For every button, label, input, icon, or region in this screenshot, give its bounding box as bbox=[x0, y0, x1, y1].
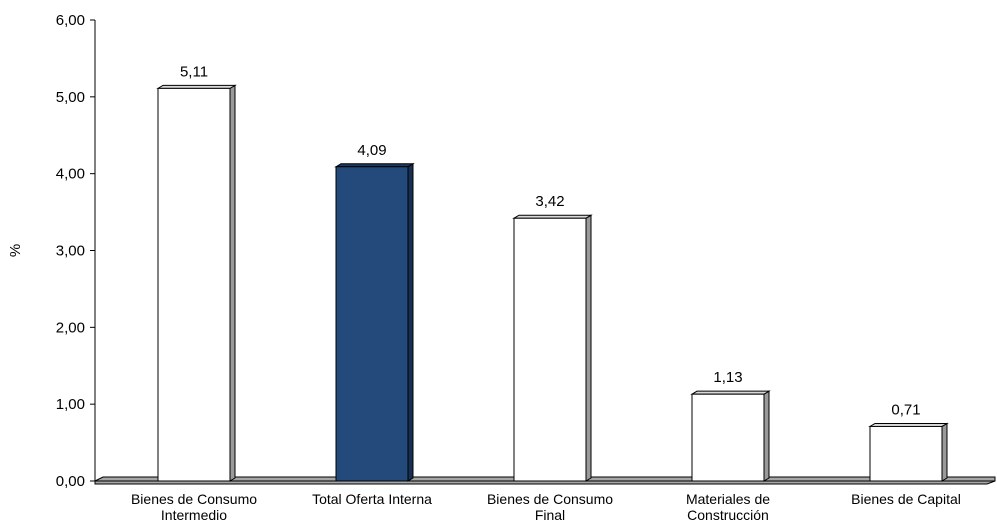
y-tick-label: 5,00 bbox=[56, 89, 85, 106]
x-tick-label-line: Bienes de Consumo bbox=[487, 491, 613, 507]
bar-side bbox=[407, 162, 414, 482]
y-tick-label: 6,00 bbox=[56, 12, 85, 29]
x-tick-label: Bienes de Consumo Final bbox=[487, 491, 613, 523]
bar bbox=[334, 162, 415, 482]
bar-front bbox=[335, 166, 409, 482]
bar bbox=[156, 84, 237, 482]
x-tick-label-line: Final bbox=[535, 507, 565, 523]
data-label: 1,13 bbox=[713, 369, 742, 386]
x-tick-label: Bienes de Consumo Intermedio bbox=[131, 491, 257, 523]
y-tick-label: 4,00 bbox=[56, 166, 85, 183]
data-label: 5,11 bbox=[180, 63, 208, 80]
x-tick-label: Bienes de Capital bbox=[851, 491, 961, 507]
bars bbox=[156, 84, 949, 482]
bar-side bbox=[585, 214, 592, 482]
bar-front bbox=[157, 87, 231, 482]
y-tick-label: 2,00 bbox=[56, 319, 85, 336]
x-tick-label-line: Total Oferta Interna bbox=[312, 491, 432, 507]
x-tick-label-line: Construcción bbox=[687, 507, 769, 523]
y-tick-label: 0,00 bbox=[56, 473, 85, 490]
y-axis-title: % bbox=[7, 244, 24, 257]
x-tick-label-line: Bienes de Consumo bbox=[131, 491, 257, 507]
data-label: 3,42 bbox=[535, 193, 564, 210]
y-tick-label: 1,00 bbox=[56, 396, 85, 413]
data-label: 4,09 bbox=[357, 142, 386, 159]
y-tick-label: 3,00 bbox=[56, 243, 85, 260]
x-tick-label-line: Intermedio bbox=[161, 507, 227, 523]
bar-front bbox=[869, 425, 943, 482]
data-label: 0,71 bbox=[891, 401, 920, 418]
x-tick-label: Materiales de Construcción bbox=[686, 491, 770, 523]
x-tick-label-line: Materiales de bbox=[686, 491, 770, 507]
bar bbox=[690, 390, 771, 482]
bar-side bbox=[229, 84, 236, 482]
y-axis: 0,00 1,00 2,00 3,00 4,00 5,00 6,00 bbox=[56, 12, 96, 490]
bar-side bbox=[763, 390, 770, 482]
bar-front bbox=[691, 393, 765, 482]
bar-front bbox=[513, 217, 587, 482]
bar bbox=[512, 214, 593, 482]
x-tick-label: Total Oferta Interna bbox=[312, 491, 432, 507]
bar-side bbox=[941, 422, 948, 482]
x-tick-label-line: Bienes de Capital bbox=[851, 491, 961, 507]
bar bbox=[868, 422, 949, 482]
